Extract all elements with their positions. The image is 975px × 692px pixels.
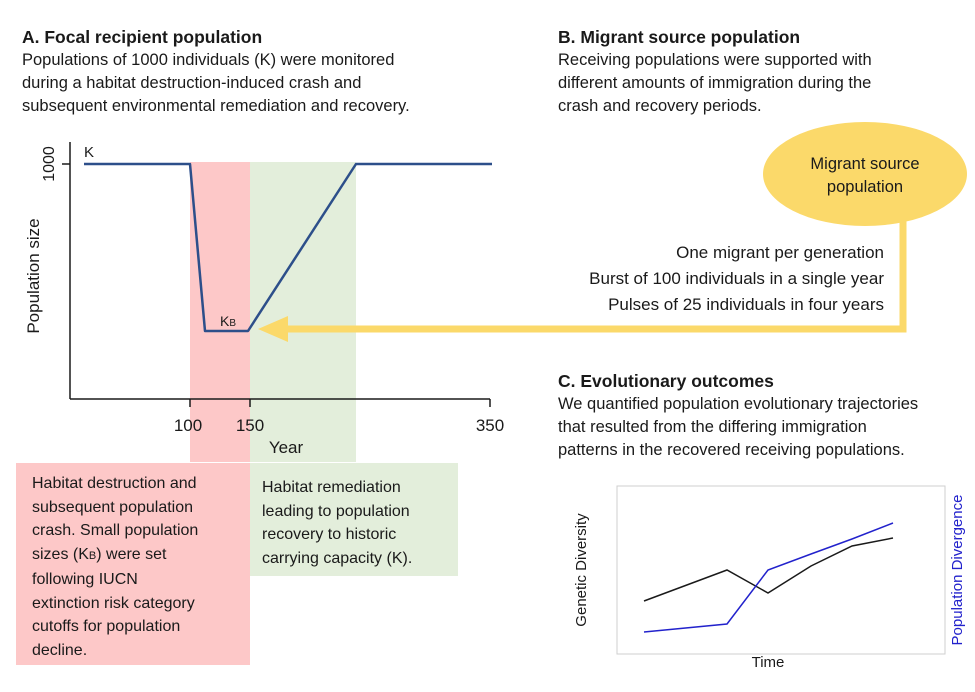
panel-a-line-3: subsequent environmental remediation and… (22, 97, 410, 115)
option-burst: Burst of 100 individuals in a single yea… (589, 269, 884, 288)
crash-line-1: Habitat destruction and (32, 475, 197, 492)
option-one-migrant: One migrant per generation (676, 243, 884, 262)
crash-box-text: Habitat destruction and subsequent popul… (32, 472, 198, 662)
crash-kb-prefix: sizes (K (32, 545, 89, 563)
crash-line-4: sizes (KB) were set (32, 543, 198, 569)
panel-a-y-label: Population size (24, 218, 43, 333)
crash-box (16, 463, 250, 665)
recovery-box-text: Habitat remediation leading to populatio… (262, 476, 412, 570)
immigration-options: One migrant per generation Burst of 100 … (589, 240, 884, 318)
crash-line-3: crash. Small population (32, 522, 199, 539)
panel-b-description: Receiving populations were supported wit… (558, 49, 872, 118)
label-kb: KB (220, 313, 236, 329)
panel-b-line-1: Receiving populations were supported wit… (558, 51, 872, 69)
outcome-y-label-left: Genetic Diversity (573, 513, 590, 627)
crash-line-5: following IUCN (32, 571, 138, 588)
panel-a-description: Populations of 1000 individuals (K) were… (22, 49, 410, 118)
panel-a-line-2: during a habitat destruction-induced cra… (22, 74, 362, 92)
label-kb-main: K (220, 313, 230, 329)
y-tick-label-1000: 1000 (41, 146, 58, 182)
crash-period-band (190, 162, 250, 462)
migrant-source-label-2: population (827, 178, 903, 196)
population-divergence-line (643, 522, 894, 633)
panel-b-line-3: crash and recovery periods. (558, 97, 762, 115)
outcome-x-label: Time (752, 654, 785, 671)
x-tick-label-150: 150 (236, 416, 264, 435)
recovery-box (250, 463, 458, 576)
outcome-chart-frame (616, 485, 946, 655)
outcome-y-label-right: Population Divergence (949, 495, 966, 646)
panel-c-heading: C. Evolutionary outcomes (558, 371, 774, 391)
panel-a-line-1: Populations of 1000 individuals (K) were… (22, 51, 395, 69)
recovery-line-1: Habitat remediation (262, 479, 401, 496)
crash-line-8: decline. (32, 641, 88, 659)
recovery-period-band (250, 162, 356, 462)
genetic-diversity-line (643, 537, 894, 602)
panel-b-heading: B. Migrant source population (558, 27, 801, 47)
option-pulses: Pulses of 25 individuals in four years (608, 295, 884, 314)
crash-kb-suffix: ) were set (96, 545, 167, 563)
panel-c-line-2: that resulted from the differing immigra… (558, 418, 867, 436)
migrant-arrow-head (258, 316, 288, 342)
x-tick-label-350: 350 (476, 416, 504, 435)
panel-c-line-1: We quantified population evolutionary tr… (558, 395, 919, 413)
migrant-arrow-line (284, 216, 907, 333)
x-tick-label-100: 100 (174, 416, 202, 435)
recovery-line-4: carrying capacity (K). (262, 549, 413, 567)
panel-a-heading: A. Focal recipient population (22, 27, 263, 47)
panel-c-line-3: patterns in the recovered receiving popu… (558, 441, 905, 459)
panel-a-x-label: Year (269, 438, 304, 457)
crash-line-6: extinction risk category (32, 594, 195, 612)
label-k: K (84, 144, 94, 161)
panel-c-description: We quantified population evolutionary tr… (558, 393, 918, 462)
recovery-line-3: recovery to historic (262, 526, 397, 543)
crash-line-7: cutoffs for population (32, 618, 181, 635)
label-kb-sub: B (229, 318, 236, 329)
crash-line-2: subsequent population (32, 498, 194, 516)
migrant-source-ellipse (763, 122, 967, 226)
population-size-line (84, 162, 492, 333)
recovery-line-2: leading to population (262, 502, 410, 520)
panel-b-line-2: different amounts of immigration during … (558, 74, 872, 92)
crash-kb-sub: B (88, 549, 97, 562)
migrant-source-label-1: Migrant source (810, 155, 919, 173)
